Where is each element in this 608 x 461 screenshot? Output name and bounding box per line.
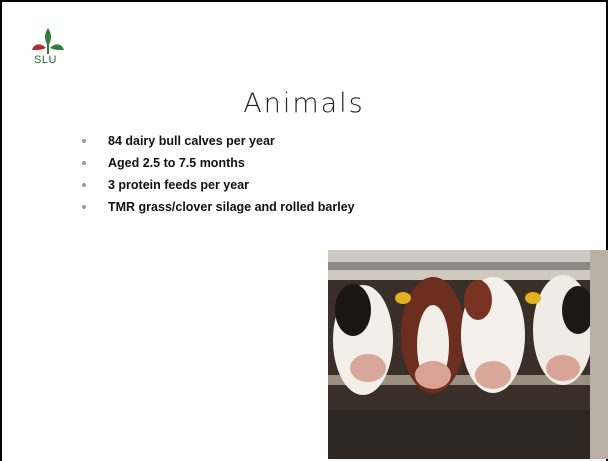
logo-text: SLU [34, 54, 57, 66]
bullet-item: 84 dairy bull calves per year [78, 130, 355, 152]
bullet-item: TMR grass/clover silage and rolled barle… [78, 196, 355, 218]
page: SLU Animals 84 dairy bull calves per yea… [0, 0, 608, 459]
bullet-item: 3 protein feeds per year [78, 174, 355, 196]
cow-photo [328, 250, 608, 459]
slide-title: Animals [2, 88, 606, 119]
bullet-item: Aged 2.5 to 7.5 months [78, 152, 355, 174]
